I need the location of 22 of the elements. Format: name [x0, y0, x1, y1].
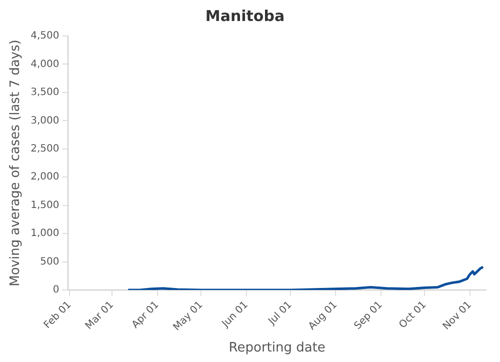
- x-tick-label: Apr 01: [130, 299, 162, 331]
- x-axis-title: Reporting date: [228, 340, 326, 356]
- x-tick-label: Oct 01: [397, 299, 429, 331]
- x-tick-label: Nov 01: [441, 299, 474, 332]
- y-axis-title: Moving average of cases (last 7 days): [8, 40, 24, 286]
- y-tick-label: 3,000: [30, 115, 60, 126]
- x-tick-label: Jun 01: [220, 299, 250, 330]
- x-tick-label: Sep 01: [352, 299, 385, 332]
- x-tick-label: Feb 01: [42, 299, 74, 332]
- y-tick-label: 2,500: [30, 144, 60, 155]
- chart-title: Manitoba: [205, 6, 285, 25]
- y-tick-label: 500: [40, 256, 60, 268]
- y-tick-label: 4,500: [30, 30, 60, 42]
- y-tick-label: 3,500: [30, 87, 60, 98]
- y-tick-label: 2,000: [30, 172, 60, 183]
- y-tick-label: 1,000: [30, 228, 60, 240]
- x-tick-label: Mar 01: [84, 299, 116, 332]
- x-tick-label: Jul 01: [266, 299, 294, 328]
- x-tick-label: Aug 01: [306, 299, 340, 332]
- y-tick-label: 4,000: [30, 58, 60, 70]
- y-tick-label: 1,500: [30, 200, 60, 211]
- y-tick-label: 0: [52, 284, 60, 296]
